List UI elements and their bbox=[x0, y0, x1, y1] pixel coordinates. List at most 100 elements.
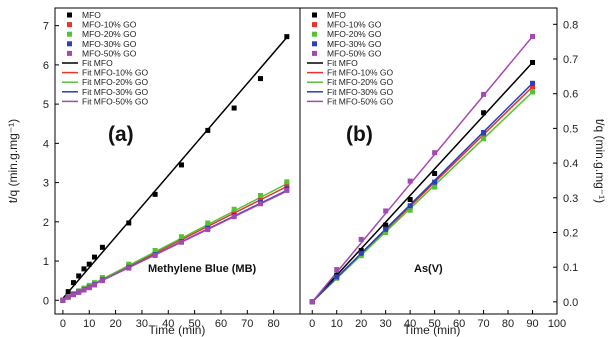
data-points-a bbox=[60, 34, 290, 303]
legend-label: MFO-20% GO bbox=[327, 29, 382, 39]
data-point bbox=[126, 261, 132, 267]
y-tick-label: 4 bbox=[43, 138, 49, 150]
data-point bbox=[383, 226, 389, 232]
data-point bbox=[70, 280, 76, 286]
data-point bbox=[530, 84, 536, 90]
y-tick-label: 0.2 bbox=[563, 227, 578, 239]
legend-marker bbox=[312, 22, 317, 28]
data-point bbox=[231, 105, 237, 111]
x-tick-label: 10 bbox=[83, 318, 95, 330]
panel-b: 0 10 20 30 40 50 60 70 80 90 100 0.0 0.1 0.2 0.3 0.4 0.5… bbox=[299, 7, 607, 337]
legend-label: Fit MFO-50% GO bbox=[327, 96, 394, 106]
y-tick-label: 0.1 bbox=[563, 262, 578, 274]
fit-line bbox=[62, 36, 288, 299]
y-tick-label: 0.0 bbox=[563, 297, 578, 309]
x-tick-label: 60 bbox=[453, 318, 465, 330]
data-point bbox=[65, 294, 71, 300]
legend-label: Fit MFO-10% GO bbox=[327, 68, 394, 78]
x-tick-label: 80 bbox=[502, 318, 514, 330]
x-tick-label: 0 bbox=[309, 318, 315, 330]
y-tick-label: 1 bbox=[43, 256, 49, 268]
x-tick-label: 0 bbox=[60, 318, 66, 330]
data-point bbox=[70, 292, 76, 298]
data-point bbox=[432, 184, 438, 190]
legend-marker bbox=[67, 31, 72, 37]
data-point bbox=[205, 220, 211, 226]
x-tick-label: 30 bbox=[380, 318, 392, 330]
data-point bbox=[530, 33, 536, 39]
data-point bbox=[92, 254, 98, 260]
y-tick-label: 2 bbox=[43, 217, 49, 229]
legend-marker bbox=[312, 31, 317, 37]
x-tick-label: 50 bbox=[428, 318, 440, 330]
legend-label: MFO bbox=[82, 10, 101, 20]
data-point bbox=[383, 222, 389, 228]
legend-label: MFO-50% GO bbox=[327, 48, 382, 58]
y-tick-label: 7 bbox=[43, 21, 49, 33]
axis-ticks-a: 0 10 20 30 40 50 60 70 80 0 1 2 3 4 5 6 7 bbox=[43, 21, 280, 330]
legend-label: MFO bbox=[327, 10, 346, 20]
data-point bbox=[205, 223, 211, 229]
annotation-a: Methylene Blue (MB) bbox=[148, 263, 257, 275]
data-point bbox=[126, 265, 132, 271]
data-point bbox=[407, 203, 413, 209]
data-point bbox=[334, 274, 340, 280]
legend-label: Fit MFO-20% GO bbox=[82, 77, 149, 87]
y-tick-label: 0.4 bbox=[563, 158, 578, 170]
x-axis-title-a: Time (min) bbox=[149, 323, 206, 337]
data-point bbox=[383, 229, 389, 235]
data-point bbox=[284, 179, 290, 185]
data-point bbox=[284, 34, 290, 40]
data-point bbox=[284, 187, 290, 193]
plot-frame-b bbox=[299, 7, 558, 315]
annotation-b: As(V) bbox=[414, 263, 443, 275]
data-point bbox=[257, 76, 263, 82]
data-point bbox=[407, 178, 413, 184]
data-point bbox=[481, 136, 487, 142]
legend-marker bbox=[67, 12, 72, 18]
x-tick-label: 50 bbox=[188, 318, 200, 330]
x-tick-label: 70 bbox=[477, 318, 489, 330]
legend-label: MFO-20% GO bbox=[82, 29, 137, 39]
legend-label: Fit MFO-30% GO bbox=[327, 87, 394, 97]
data-point bbox=[231, 206, 237, 212]
legend-label: MFO-30% GO bbox=[327, 39, 382, 49]
data-point bbox=[432, 150, 438, 156]
data-point bbox=[152, 253, 158, 259]
data-point bbox=[178, 234, 184, 240]
data-point bbox=[99, 244, 105, 250]
data-point bbox=[432, 179, 438, 185]
y-tick-label: 0.7 bbox=[563, 54, 578, 66]
data-point bbox=[152, 247, 158, 253]
y-tick-label: 0.8 bbox=[563, 19, 578, 31]
data-points-b bbox=[309, 33, 536, 305]
axis-ticks-b: 0 10 20 30 40 50 60 70 80 90 100 0.0 0.1 0.2 0.3 0.4 0.5… bbox=[309, 19, 578, 330]
x-tick-label: 20 bbox=[109, 318, 121, 330]
legend-marker bbox=[67, 41, 72, 47]
data-point bbox=[334, 267, 340, 273]
data-point bbox=[530, 89, 536, 95]
data-point bbox=[86, 285, 92, 291]
data-point bbox=[205, 127, 211, 133]
fit-line bbox=[311, 61, 534, 303]
x-tick-label: 40 bbox=[162, 318, 174, 330]
data-point bbox=[481, 130, 487, 136]
x-tick-label: 30 bbox=[136, 318, 148, 330]
data-point bbox=[383, 208, 389, 214]
data-point bbox=[407, 197, 413, 203]
legend-marker bbox=[312, 50, 317, 56]
legend-marker bbox=[312, 41, 317, 47]
data-point bbox=[86, 261, 92, 267]
data-point bbox=[358, 250, 364, 256]
data-point bbox=[530, 59, 536, 65]
legend-label: MFO-10% GO bbox=[82, 20, 137, 30]
legend-label: Fit MFO bbox=[82, 58, 113, 68]
data-point bbox=[152, 191, 158, 197]
data-point bbox=[309, 299, 315, 305]
y-tick-label: 3 bbox=[43, 178, 49, 190]
legend-label: MFO-30% GO bbox=[82, 39, 137, 49]
y-tick-label: 5 bbox=[43, 99, 49, 111]
y-tick-label: 0.3 bbox=[563, 193, 578, 205]
